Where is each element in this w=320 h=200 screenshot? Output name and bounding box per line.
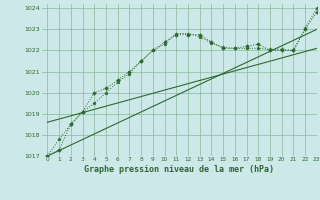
X-axis label: Graphe pression niveau de la mer (hPa): Graphe pression niveau de la mer (hPa) [84, 165, 274, 174]
